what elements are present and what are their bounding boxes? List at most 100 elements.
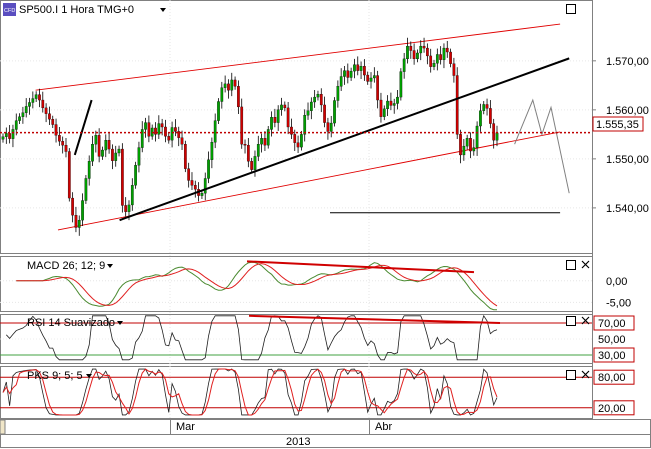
candle <box>51 119 55 125</box>
candle <box>452 63 456 76</box>
candle <box>140 129 144 148</box>
rsi-line <box>6 314 498 361</box>
candle <box>4 133 8 137</box>
axis-scroll-stub[interactable] <box>0 419 6 435</box>
candle <box>31 98 35 103</box>
rsi-dropdown-icon[interactable] <box>117 321 123 325</box>
candle <box>406 45 409 60</box>
candle <box>343 70 346 77</box>
candle <box>210 142 214 160</box>
candle <box>303 115 307 135</box>
rsi-close-icon[interactable] <box>581 316 590 325</box>
macd-dropdown-icon[interactable] <box>107 264 113 268</box>
candle <box>399 71 403 98</box>
macd-close-icon[interactable] <box>581 260 590 269</box>
candle <box>101 149 104 157</box>
candle <box>389 100 393 106</box>
candle <box>137 147 141 166</box>
candle <box>91 144 94 162</box>
candle <box>429 55 433 67</box>
main-maximize-icon[interactable] <box>566 4 576 14</box>
candle <box>183 144 187 169</box>
instrument-title[interactable]: SP500.I 1 Hora TMG+0 <box>19 4 134 16</box>
macd-label[interactable]: MACD 26; 12; 9 <box>27 260 105 272</box>
candle <box>117 148 121 154</box>
candle <box>230 79 234 91</box>
candle <box>58 135 61 142</box>
candle <box>190 180 194 186</box>
candle <box>495 132 499 141</box>
macd-tick-label: 0,00 <box>606 276 627 288</box>
candle <box>396 96 399 104</box>
candle <box>339 76 343 87</box>
candle <box>346 70 350 78</box>
rsi-maximize-icon[interactable] <box>566 316 576 326</box>
candle <box>237 86 240 108</box>
candle <box>38 94 41 101</box>
candle <box>67 151 71 199</box>
candle <box>220 87 224 102</box>
channel-line <box>57 131 561 231</box>
candle <box>286 107 290 128</box>
candle <box>87 161 91 179</box>
candle <box>203 178 207 194</box>
trend-line <box>73 99 93 156</box>
rsi-level-box <box>593 315 635 331</box>
candle <box>329 122 333 132</box>
candle <box>475 125 479 148</box>
cfd-logo-text: CFD <box>4 8 15 14</box>
pks-dropdown-icon[interactable] <box>86 374 92 378</box>
pks-label[interactable]: PKS 9; 5; 5 <box>27 370 83 382</box>
pks-level-box <box>593 369 635 385</box>
pks-panel-frame <box>0 366 593 419</box>
candle <box>107 140 111 150</box>
candle <box>243 144 247 146</box>
rsi-divergence-line <box>248 314 501 324</box>
rsi-label[interactable]: RSI 14 Suavizado <box>27 317 115 329</box>
candle <box>54 124 58 136</box>
candle <box>402 58 406 72</box>
candle <box>167 136 171 141</box>
candle <box>130 185 134 206</box>
candle <box>326 122 330 132</box>
candle <box>1 136 5 140</box>
candle <box>61 141 65 146</box>
candle <box>94 135 98 145</box>
pks-tick-label: 80,00 <box>598 372 626 384</box>
candle <box>71 197 74 216</box>
cfd-logo-icon <box>3 3 16 16</box>
macd-maximize-icon[interactable] <box>566 260 576 270</box>
candle <box>18 116 21 121</box>
macd-divergence-line <box>246 260 475 274</box>
candle <box>157 123 161 135</box>
candle <box>233 79 237 87</box>
candle <box>462 145 466 156</box>
candle <box>449 51 452 64</box>
candle <box>363 66 366 76</box>
y-tick-label: 1.560,00 <box>606 105 649 117</box>
title-dropdown-icon[interactable] <box>160 8 166 12</box>
month-label-mar: Mar <box>176 421 195 433</box>
current-price-box <box>592 116 644 132</box>
candle <box>306 110 310 116</box>
candle <box>111 148 114 161</box>
candle <box>41 99 45 109</box>
candle <box>227 83 230 91</box>
candle <box>485 104 489 109</box>
candle <box>313 96 317 103</box>
candle <box>419 45 423 54</box>
candle <box>270 117 273 130</box>
candle <box>266 129 270 146</box>
pks-maximize-icon[interactable] <box>566 370 576 380</box>
trend-line <box>119 57 570 222</box>
candle <box>187 168 191 181</box>
candle <box>382 108 386 117</box>
candle <box>144 122 147 130</box>
pks-close-icon[interactable] <box>581 370 590 379</box>
candle <box>459 134 462 156</box>
candle <box>273 117 277 123</box>
candle <box>283 104 287 109</box>
candle <box>34 94 38 99</box>
rsi-tick-label: 50,00 <box>598 334 626 346</box>
